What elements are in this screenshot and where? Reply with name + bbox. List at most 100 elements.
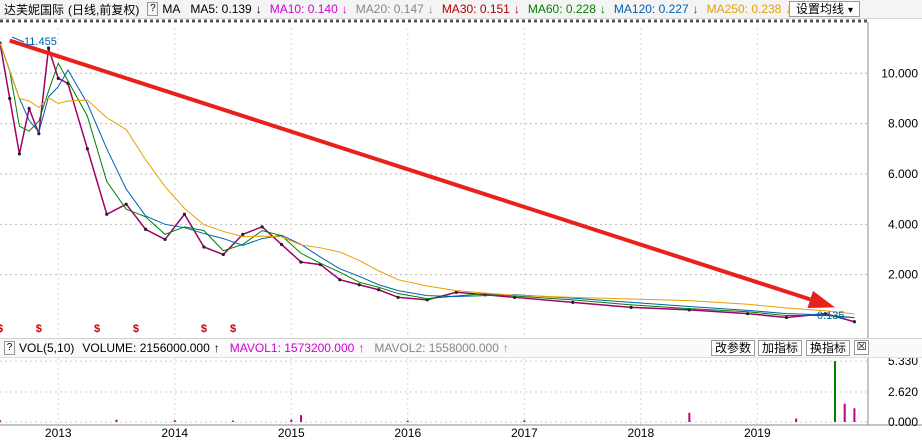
x-axis-tick: 2013 (45, 426, 72, 440)
price-line (0, 42, 855, 323)
volume-bar (232, 420, 235, 422)
volume-indicator-name: VOL(5,10) (19, 341, 75, 355)
ma-label: MA (162, 2, 181, 16)
volume-bar (795, 418, 798, 422)
mavol1-value: MAVOL1: 1573200.000 (229, 341, 355, 355)
volume-bar (290, 419, 293, 422)
price-point (571, 300, 575, 304)
price-y-tick: 4.000 (888, 217, 918, 231)
mavol2-value: MAVOL2: 1558000.000 (374, 341, 499, 355)
volume-arrow: ↑ (213, 341, 220, 355)
ma-indicator-arrow: ↓ (341, 2, 348, 16)
stock-title: 达芙妮国际 (4, 2, 65, 17)
price-y-tick: 8.000 (888, 117, 918, 131)
price-point (105, 212, 109, 216)
volume-y-tick: 2.620 (888, 385, 918, 399)
ma-indicator: MA30: 0.151 (441, 2, 510, 16)
moving-average-line (0, 42, 855, 319)
moving-average-line (0, 42, 855, 319)
price-point (852, 320, 857, 324)
volume-bar (406, 420, 409, 422)
price-point (17, 152, 22, 156)
price-point (202, 245, 206, 249)
price-point (746, 312, 750, 316)
price-point (8, 96, 12, 101)
dividend-marker: $ (94, 323, 100, 335)
trend-arrow-line (9, 38, 811, 302)
settings-button[interactable]: 设置均线 (788, 1, 860, 17)
price-point (425, 298, 429, 302)
ma-indicator-arrow: ↓ (427, 2, 434, 16)
edit-params-button[interactable]: 改参数 (711, 340, 756, 356)
price-point (56, 76, 60, 80)
price-point (396, 295, 400, 299)
volume-bar (0, 420, 1, 422)
volume-bar (833, 361, 836, 422)
price-point (338, 278, 342, 282)
add-indicator-button[interactable]: 加指标 (758, 340, 803, 356)
ma-indicator: MA60: 0.228 (527, 2, 596, 16)
low-price-label: 0.135 (817, 310, 845, 322)
price-point (454, 290, 458, 294)
volume-y-tick: 0.000 (888, 415, 918, 429)
volume-bar (115, 419, 118, 422)
ma-indicator: MA10: 0.140 (269, 2, 338, 16)
switch-indicator-button[interactable]: 换指标 (806, 340, 851, 356)
price-point (124, 202, 128, 206)
price-point (85, 147, 89, 151)
moving-average-line (0, 42, 855, 315)
volume-help-icon[interactable]: ? (4, 341, 15, 355)
price-point (144, 227, 148, 231)
price-point (221, 252, 225, 257)
mavol1-arrow: ↑ (358, 341, 365, 355)
price-point (377, 288, 381, 292)
price-point (241, 232, 245, 236)
price-point (784, 315, 789, 320)
x-axis-tick: 2019 (744, 426, 771, 440)
volume-value: VOLUME: 2156000.000 (82, 341, 210, 355)
volume-bar (688, 412, 691, 422)
volume-bar (843, 403, 846, 422)
volume-bar (299, 415, 302, 422)
dividend-marker: $ (230, 323, 236, 335)
price-point (37, 132, 41, 136)
x-axis-tick: 2017 (511, 426, 538, 440)
high-label-pointer (11, 36, 25, 43)
volume-bar (853, 408, 856, 422)
dividend-marker: $ (133, 323, 139, 335)
price-point (629, 305, 633, 309)
price-point (357, 283, 361, 287)
price-point (260, 225, 264, 229)
price-point (163, 237, 167, 242)
close-icon[interactable]: ☒ (854, 340, 869, 355)
price-point (182, 212, 187, 216)
ma-indicator: MA20: 0.147 (355, 2, 424, 16)
price-point (279, 242, 284, 247)
ma-indicator: MA5: 0.139 (190, 2, 252, 16)
trend-arrow-head (807, 290, 835, 308)
price-y-tick: 10.000 (881, 66, 918, 80)
ma-indicator: MA120: 0.227 (613, 2, 689, 16)
dividend-marker: $ (36, 323, 42, 335)
volume-header: ? VOL(5,10) VOLUME: 2156000.000 ↑ MAVOL1… (0, 338, 922, 358)
dividend-marker: $ (0, 323, 3, 335)
ma-indicator-arrow: ↓ (599, 2, 606, 16)
x-axis-tick: 2015 (278, 426, 305, 440)
price-y-tick: 6.000 (888, 167, 918, 181)
ma-indicator-arrow: ↓ (513, 2, 520, 16)
price-point (46, 46, 51, 50)
volume-bar (173, 420, 176, 422)
ma-indicators: MA5: 0.139 ↓ MA10: 0.140 ↓ MA20: 0.147 ↓ MA30:… (190, 2, 799, 16)
help-icon[interactable]: ? (147, 2, 159, 16)
price-y-tick: 2.000 (888, 268, 918, 282)
ma-indicator-arrow: ↓ (255, 2, 262, 16)
x-axis-tick: 2014 (161, 426, 188, 440)
x-axis-tick: 2016 (394, 426, 421, 440)
chart-mode: (日线,前复权) (68, 2, 140, 17)
indicator-bar: 达芙妮国际 (日线,前复权) ? MA MA5: 0.139 ↓ MA10: 0.1… (0, 0, 922, 19)
high-price-label: 11.455 (24, 36, 57, 48)
x-axis-tick: 2018 (627, 426, 654, 440)
mavol2-arrow: ↑ (502, 341, 509, 355)
ma-indicator: MA250: 0.238 (706, 2, 782, 16)
